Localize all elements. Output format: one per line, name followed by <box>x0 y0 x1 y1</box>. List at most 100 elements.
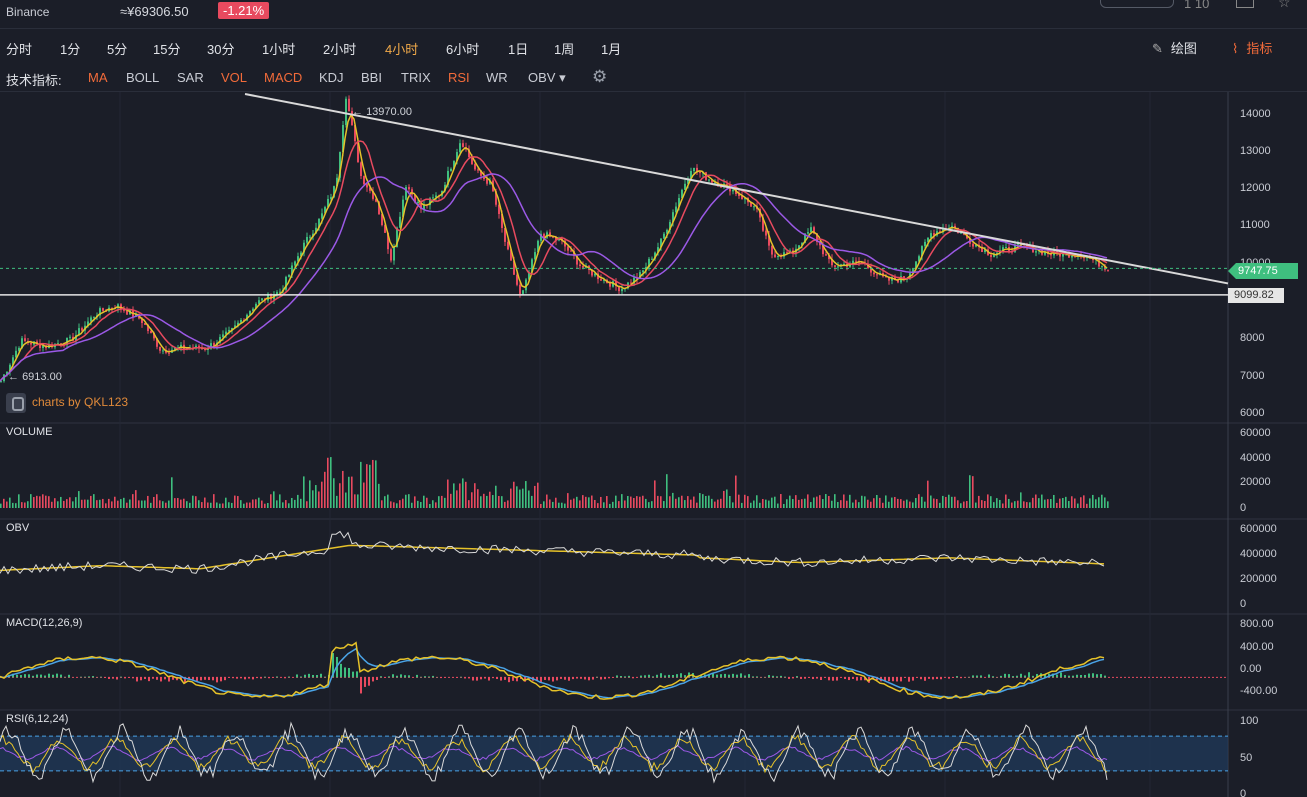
candle-body <box>402 199 404 217</box>
candle-body <box>81 328 83 331</box>
volume-bar <box>444 497 446 508</box>
ind-obv[interactable]: OBV ▾ <box>528 70 566 85</box>
star-icon[interactable]: ☆ <box>1278 0 1291 10</box>
ind-bbi[interactable]: BBI <box>361 70 382 85</box>
top-right-box[interactable] <box>1100 0 1174 8</box>
volume-bar <box>324 471 326 508</box>
macd-histogram-bar <box>700 675 702 678</box>
macd-histogram-bar <box>416 674 418 678</box>
ind-kdj[interactable]: KDJ <box>319 70 344 85</box>
candle-body <box>603 279 605 281</box>
ind-sar[interactable]: SAR <box>177 70 204 85</box>
volume-bar <box>675 498 677 508</box>
volume-bar <box>354 494 356 508</box>
macd-histogram-bar <box>56 673 58 678</box>
price-change-badge: -1.21% <box>218 2 270 19</box>
macd-histogram-bar <box>104 677 106 679</box>
macd-histogram-bar <box>744 675 746 678</box>
ind-ma[interactable]: MA <box>88 70 108 85</box>
macd-histogram-bar <box>496 677 498 680</box>
candle-body <box>939 231 941 233</box>
macd-histogram-bar <box>36 674 38 678</box>
volume-bar <box>726 489 728 508</box>
volume-bar <box>450 493 452 508</box>
candle-body <box>720 186 722 188</box>
y-tick-label: 0 <box>1240 502 1246 514</box>
chart-canvas[interactable]: 1400013000120001100010000900080007000600… <box>0 92 1307 797</box>
candle-body <box>261 298 263 301</box>
ind-wr[interactable]: WR <box>486 70 508 85</box>
volume-bar <box>414 496 416 508</box>
macd-histogram-bar <box>456 677 458 678</box>
volume-bar <box>1002 503 1004 508</box>
volume-bar <box>558 502 560 508</box>
macd-histogram-bar <box>780 675 782 678</box>
volume-bar <box>6 501 8 508</box>
ind-trix[interactable]: TRIX <box>401 70 431 85</box>
candle-body <box>36 341 38 344</box>
volume-bar <box>408 494 410 508</box>
volume-bar <box>375 460 377 508</box>
tf-0[interactable]: 分时 <box>6 42 33 57</box>
macd-histogram-bar <box>660 673 662 678</box>
macd-histogram-bar <box>248 677 250 679</box>
volume-bar <box>348 476 350 508</box>
volume-bar <box>342 470 344 508</box>
gear-icon[interactable]: ⚙ <box>592 67 608 86</box>
candle-body <box>690 171 692 179</box>
volume-bar <box>960 503 962 508</box>
tf-8[interactable]: 6小时 <box>446 42 480 57</box>
candle-body <box>324 207 326 214</box>
ind-macd[interactable]: MACD <box>264 70 303 85</box>
candle-body <box>126 310 128 315</box>
ind-boll[interactable]: BOLL <box>126 70 160 85</box>
volume-bar <box>867 499 869 508</box>
indicator-bar: 技术指标: MA BOLL SAR VOL MACD KDJ BBI TRIX … <box>0 63 1307 92</box>
indicators-button[interactable]: ⌇ 指标 <box>1232 38 1272 57</box>
top-bar: Binance ≈¥69306.50 -1.21% 1 10 ☆ <box>0 0 1307 29</box>
ma-slow-line <box>0 173 1108 382</box>
tf-6[interactable]: 2小时 <box>323 42 357 57</box>
volume-bar <box>720 498 722 508</box>
macd-histogram-bar <box>80 676 82 678</box>
ind-rsi[interactable]: RSI <box>448 70 470 85</box>
volume-bar <box>417 500 419 508</box>
tf-2[interactable]: 5分 <box>107 42 128 57</box>
volume-bar <box>723 490 725 508</box>
volume-bar <box>843 494 845 508</box>
candle-body <box>9 364 11 372</box>
macd-histogram-bar <box>392 674 394 678</box>
draw-button[interactable]: ✎ 绘图 <box>1152 38 1197 57</box>
rsi-panel-title: RSI(6,12,24) <box>6 713 69 725</box>
macd-histogram-bar <box>960 677 962 679</box>
candle-body <box>843 263 845 265</box>
volume-bar <box>183 498 185 508</box>
tf-9[interactable]: 1日 <box>508 42 529 57</box>
macd-histogram-bar <box>492 677 494 679</box>
candle-body <box>411 189 413 195</box>
volume-bar <box>546 494 548 508</box>
candle-body <box>462 143 464 147</box>
candle-body <box>804 233 806 243</box>
tf-3[interactable]: 15分 <box>153 42 181 57</box>
candle-body <box>429 198 431 206</box>
tf-10[interactable]: 1周 <box>554 42 575 57</box>
candle-body <box>684 183 686 190</box>
tf-7[interactable]: 4小时 <box>385 42 419 57</box>
candle-body <box>579 264 581 266</box>
candle-body <box>369 187 371 191</box>
tf-11[interactable]: 1月 <box>601 42 622 57</box>
ind-vol[interactable]: VOL <box>221 70 248 85</box>
macd-histogram-bar <box>308 673 310 678</box>
volume-bar <box>588 497 590 508</box>
volume-bar <box>255 499 257 508</box>
volume-bar <box>1053 494 1055 508</box>
candle-body <box>765 230 767 236</box>
tf-1[interactable]: 1分 <box>60 42 81 57</box>
fullscreen-icon[interactable] <box>1236 0 1254 8</box>
macd-histogram-bar <box>932 677 934 680</box>
volume-bar <box>918 494 920 508</box>
macd-histogram-bar <box>212 677 214 681</box>
tf-4[interactable]: 30分 <box>207 42 235 57</box>
tf-5[interactable]: 1小时 <box>262 42 296 57</box>
